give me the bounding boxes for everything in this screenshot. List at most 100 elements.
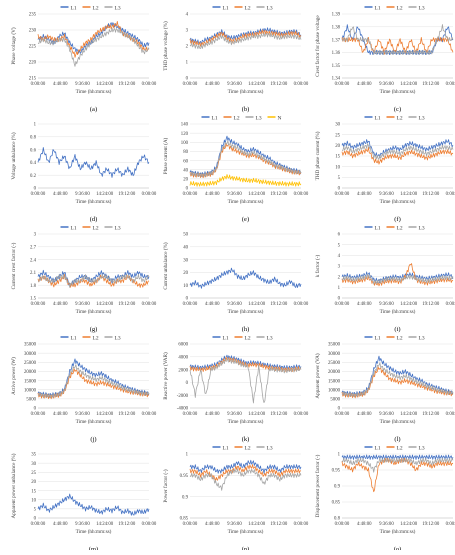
series-line [189,267,302,289]
x-tick-label: 0:00:00 [446,522,455,527]
y-tick-label: 0.95 [332,469,341,474]
x-axis-title: Time (hh:mm:ss) [76,528,112,535]
legend-label: L2 [234,116,240,122]
x-axis-title: Time (hh:mm:ss) [76,308,112,315]
x-tick-label: 19:12:00 [118,192,136,197]
legend-label: L1 [375,446,381,452]
y-tick-label: 20 [31,480,36,485]
x-axis-title: Time (hh:mm:ss) [228,88,264,95]
x-tick-label: 9:36:00 [227,522,242,527]
y-tick-label: 30 [335,123,340,128]
x-tick-label: 19:12:00 [118,412,136,417]
x-tick-label: 19:12:00 [118,302,136,307]
series-line [37,493,150,516]
x-tick-label: 14:24:00 [400,412,418,417]
y-tick-label: 30000 [328,352,341,357]
y-tick-label: 6000 [178,343,188,348]
x-axis-title: Time (hh:mm:ss) [380,528,416,535]
y-tick-label: 0 [34,407,37,412]
y-tick-label: 10 [335,165,340,170]
series-line [189,174,302,187]
series-line [37,274,150,288]
y-tick-label: 2.7 [30,246,37,251]
x-tick-label: 4:48:00 [53,192,68,197]
y-tick-label: 2 [338,275,341,280]
y-tick-label: 0 [186,297,189,302]
series-line [341,36,454,55]
series-line [341,273,454,285]
x-tick-label: 0:00:00 [31,412,46,417]
y-tick-label: 25000 [24,361,37,366]
panel-caption: (b) [242,106,250,113]
legend-label: L1 [71,336,77,342]
panel-caption: (j) [90,436,96,443]
legend-label: L2 [397,446,403,452]
y-tick-label: 30 [183,258,188,263]
y-tick-label: 0 [34,517,37,522]
legend-label: L1 [375,116,381,122]
legend-label: L2 [245,336,251,342]
panel-caption: (a) [90,106,97,113]
series-line [341,366,454,399]
legend-label: L1 [375,336,381,342]
legend-label: L3 [419,336,425,342]
y-tick-label: 0 [186,77,189,82]
y-tick-label: 20000 [328,370,341,375]
x-tick-label: 0:00:00 [183,522,198,527]
x-tick-label: 14:24:00 [248,522,266,527]
chart-panel: L1 L2 L3 0 5000 10000 15000 20000 25000 30000 3500… [314,336,455,444]
y-tick-label: 20 [335,144,340,149]
series-line [37,269,150,286]
x-tick-label: 0:00:00 [142,522,157,527]
x-tick-label: 19:12:00 [270,412,288,417]
x-tick-label: 9:36:00 [227,412,242,417]
x-tick-label: 0:00:00 [142,302,157,307]
y-tick-label: -4000 [177,407,189,412]
series-line [189,459,302,474]
legend-label: L1 [223,336,229,342]
y-tick-label: 25 [31,471,36,476]
y-axis-title: Apparent power unbalance (%) [10,453,17,518]
legend-label: L2 [93,6,99,12]
y-tick-label: 1.36 [332,51,341,56]
series-line [341,146,454,165]
x-tick-label: 0:00:00 [335,412,350,417]
x-tick-label: 4:48:00 [357,82,372,87]
y-tick-label: 220 [29,61,37,66]
x-tick-label: 4:48:00 [53,82,68,87]
y-tick-label: 35 [31,453,36,458]
x-tick-label: 4:48:00 [53,302,68,307]
y-tick-label: 5000 [26,398,36,403]
x-tick-label: 9:36:00 [227,192,242,197]
y-tick-label: 0 [34,187,37,192]
chart-panel: L1 L2 L3 0 5 10 15 20 25 30 0:00:00 4:48:00 9:36:00 1… [314,116,455,224]
legend-label: L3 [419,446,425,452]
x-tick-label: 0:00:00 [183,192,198,197]
y-axis-title: THD phase voltage (%) [162,21,169,71]
x-axis-title: Time (hh:mm:ss) [76,198,112,205]
x-axis-title: Time (hh:mm:ss) [380,308,416,315]
panel-caption: (g) [90,326,98,333]
y-tick-label: 0 [338,187,341,192]
legend-label: L2 [93,336,99,342]
y-tick-label: 1 [186,453,189,458]
x-axis-title: Time (hh:mm:ss) [380,198,416,205]
x-axis-title: Time (hh:mm:ss) [76,418,112,425]
x-tick-label: 0:00:00 [183,82,198,87]
chart-panel: L1 L2 L3 215 220 225 230 235 0:00:00 4:48:00 9:36:… [10,6,157,114]
x-tick-label: 4:48:00 [53,412,68,417]
x-tick-label: 14:24:00 [248,82,266,87]
x-tick-label: 14:24:00 [400,522,418,527]
y-tick-label: 1 [338,453,341,458]
legend-label: L3 [419,226,425,232]
x-tick-label: 0:00:00 [142,412,157,417]
y-tick-label: 10 [31,498,36,503]
y-tick-label: 30 [31,462,36,467]
chart-panel: L1 L2 L3 -4000 -2000 0 2000 4000 6000 0:00:00 4:48… [162,336,309,444]
y-axis-title: k factor (-) [314,254,321,277]
y-axis-title: Power factor (-) [162,469,169,502]
x-tick-label: 9:36:00 [379,192,394,197]
x-axis-title: Time (hh:mm:ss) [380,418,416,425]
y-tick-label: 2 [186,45,189,50]
